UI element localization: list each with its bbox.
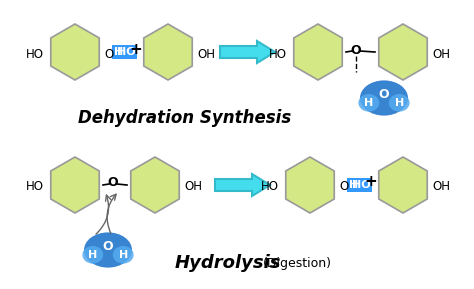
Text: (Digestion): (Digestion) bbox=[263, 257, 332, 270]
Polygon shape bbox=[51, 24, 99, 80]
Text: OH: OH bbox=[432, 181, 450, 194]
Text: OH: OH bbox=[197, 47, 215, 60]
Polygon shape bbox=[379, 24, 427, 80]
Text: Dehydration Synthesis: Dehydration Synthesis bbox=[78, 109, 292, 127]
Text: O: O bbox=[379, 88, 389, 101]
Polygon shape bbox=[294, 24, 342, 80]
FancyBboxPatch shape bbox=[347, 178, 361, 192]
FancyBboxPatch shape bbox=[115, 45, 137, 59]
Text: OH: OH bbox=[432, 47, 450, 60]
Polygon shape bbox=[286, 157, 334, 213]
Ellipse shape bbox=[82, 246, 103, 264]
Text: +: + bbox=[365, 175, 377, 190]
Polygon shape bbox=[379, 157, 427, 213]
Text: H: H bbox=[394, 98, 404, 108]
Ellipse shape bbox=[358, 94, 379, 112]
Ellipse shape bbox=[389, 94, 410, 112]
Text: +: + bbox=[129, 42, 142, 57]
Text: O: O bbox=[339, 181, 348, 194]
FancyBboxPatch shape bbox=[350, 178, 372, 192]
Polygon shape bbox=[51, 157, 99, 213]
Polygon shape bbox=[144, 24, 192, 80]
Text: H: H bbox=[364, 98, 374, 108]
Text: Hydrolysis: Hydrolysis bbox=[175, 254, 282, 272]
Polygon shape bbox=[131, 157, 179, 213]
Text: HO: HO bbox=[26, 181, 44, 194]
Text: O: O bbox=[104, 47, 113, 60]
Text: HO: HO bbox=[26, 47, 44, 60]
Text: HO: HO bbox=[117, 47, 135, 57]
Text: OH: OH bbox=[184, 181, 202, 194]
Text: HO: HO bbox=[261, 181, 279, 194]
Text: H: H bbox=[349, 180, 359, 190]
Text: H: H bbox=[88, 250, 98, 260]
Text: O: O bbox=[103, 240, 113, 253]
Ellipse shape bbox=[113, 246, 134, 264]
Text: H: H bbox=[118, 250, 128, 260]
FancyBboxPatch shape bbox=[112, 45, 126, 59]
FancyArrow shape bbox=[215, 174, 270, 196]
Text: H: H bbox=[114, 47, 124, 57]
Ellipse shape bbox=[360, 80, 408, 116]
FancyArrow shape bbox=[220, 41, 275, 63]
Text: HO: HO bbox=[352, 180, 370, 190]
Text: O: O bbox=[108, 177, 118, 190]
Text: O: O bbox=[351, 44, 361, 57]
Text: HO: HO bbox=[269, 47, 287, 60]
Ellipse shape bbox=[84, 232, 132, 268]
